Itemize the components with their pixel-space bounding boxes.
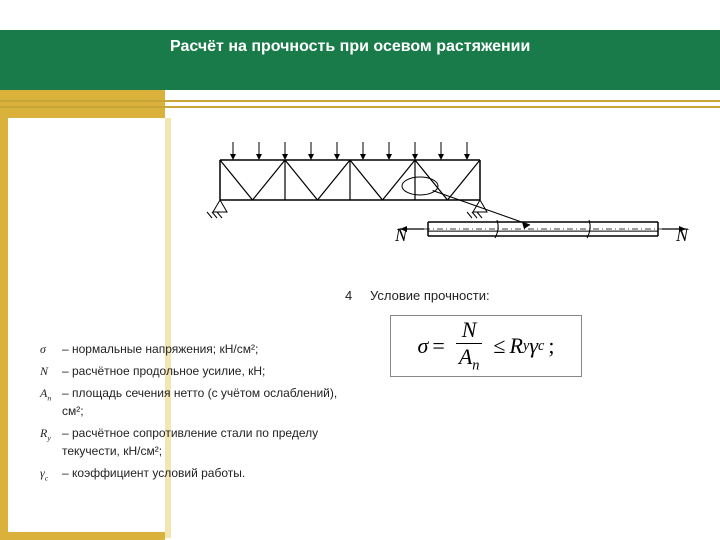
formula-A: A	[459, 344, 472, 369]
figure: N N	[200, 130, 690, 300]
formula-gamma-sub: c	[538, 338, 544, 355]
figure-svg	[200, 130, 690, 300]
legend-desc: – площадь сечения нетто (с учётом ослабл…	[62, 384, 340, 420]
formula: σ = N An ≤ Ry γc ;	[390, 315, 582, 377]
legend-desc: – нормальные напряжения; кН/см²;	[62, 340, 340, 358]
legend-row: N– расчётное продольное усилие, кН;	[40, 362, 340, 380]
legend-row: An– площадь сечения нетто (с учётом осла…	[40, 384, 340, 420]
formula-sigma: σ	[418, 333, 429, 359]
legend-symbol: γc	[40, 464, 62, 484]
formula-eq: =	[432, 333, 444, 359]
formula-R: R	[510, 333, 523, 359]
force-label-left: N	[395, 225, 407, 246]
legend-symbol: N	[40, 362, 62, 380]
legend-desc: – расчётное сопротивление стали по преде…	[62, 424, 340, 460]
accent-line-2	[0, 106, 720, 108]
formula-fraction: N An	[453, 317, 486, 374]
formula-A-sub: n	[472, 358, 479, 374]
formula-denominator: An	[453, 344, 486, 374]
legend-symbol: Ry	[40, 424, 62, 460]
legend-symbol: An	[40, 384, 62, 420]
slide-number: 4	[345, 288, 352, 303]
formula-leq: ≤	[493, 333, 505, 359]
legend-row: σ– нормальные напряжения; кН/см²;	[40, 340, 340, 358]
legend: σ– нормальные напряжения; кН/см²;N– расч…	[40, 340, 340, 488]
legend-row: Ry– расчётное сопротивление стали по пре…	[40, 424, 340, 460]
condition-heading: Условие прочности:	[370, 288, 490, 303]
legend-row: γc– коэффициент условий работы.	[40, 464, 340, 484]
legend-desc: – расчётное продольное усилие, кН;	[62, 362, 340, 380]
formula-semicolon: ;	[548, 333, 554, 359]
legend-desc: – коэффициент условий работы.	[62, 464, 340, 484]
legend-symbol: σ	[40, 340, 62, 358]
formula-gamma: γ	[529, 333, 538, 359]
force-label-right: N	[676, 225, 688, 246]
accent-line-1	[0, 100, 720, 102]
formula-numerator: N	[456, 317, 483, 344]
slide-title: Расчёт на прочность при осевом растяжени…	[170, 38, 530, 56]
